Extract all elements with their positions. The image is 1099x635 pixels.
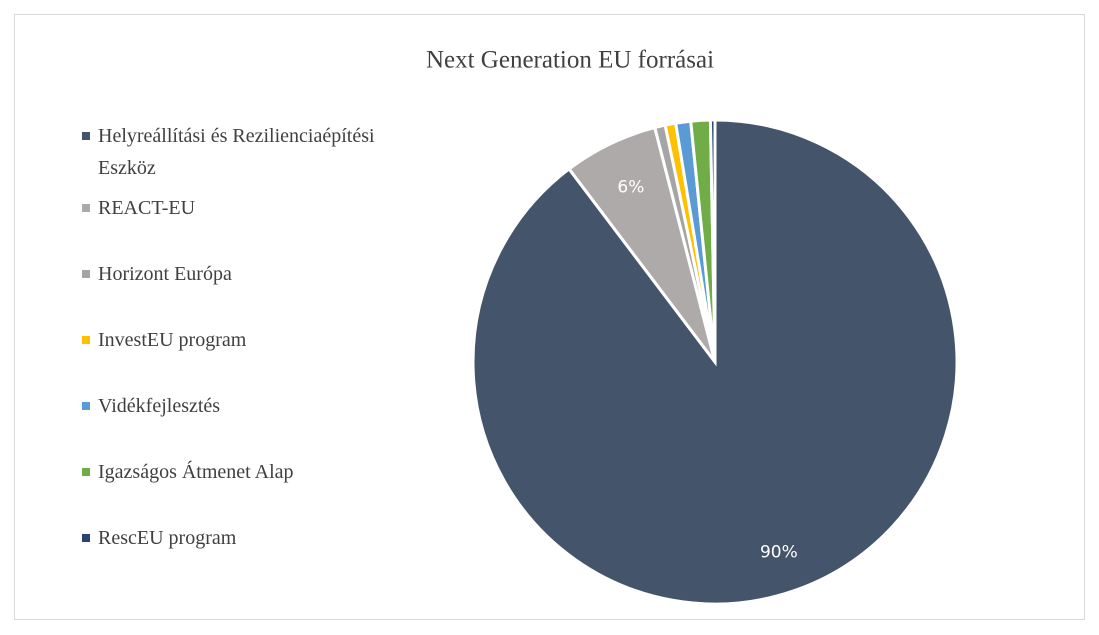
legend-label: RescEU program [98, 527, 237, 549]
legend-item: Horizont Európa [82, 258, 382, 324]
legend-swatch [82, 270, 90, 278]
data-label: 6% [617, 178, 644, 198]
legend-label: Horizont Európa [98, 263, 232, 285]
legend-item: Igazságos Átmenet Alap [82, 456, 382, 522]
data-label: 90% [760, 542, 798, 562]
legend-item: InvestEU program [82, 324, 382, 390]
legend-swatch [82, 402, 90, 410]
legend-item: REACT-EU [82, 192, 382, 258]
legend-swatch [82, 132, 90, 140]
legend-swatch [82, 204, 90, 212]
legend-swatch [82, 534, 90, 542]
legend-item: Helyreállítási és Rezilienciaépítési Esz… [82, 120, 382, 192]
legend-label: InvestEU program [98, 329, 247, 351]
pie: 90% 6% [471, 118, 959, 606]
legend-item: Vidékfejlesztés [82, 390, 382, 456]
legend-label: Helyreállítási és Rezilienciaépítési Esz… [98, 125, 375, 179]
legend-swatch [82, 336, 90, 344]
legend-label: REACT-EU [98, 197, 196, 219]
legend-swatch [82, 468, 90, 476]
pie-slice [708, 118, 717, 363]
legend: Helyreállítási és Rezilienciaépítési Esz… [82, 120, 382, 588]
legend-label: Vidékfejlesztés [98, 395, 221, 417]
legend-item: RescEU program [82, 522, 382, 588]
legend-label: Igazságos Átmenet Alap [98, 461, 294, 483]
chart-title: Next Generation EU forrásai [426, 47, 714, 74]
